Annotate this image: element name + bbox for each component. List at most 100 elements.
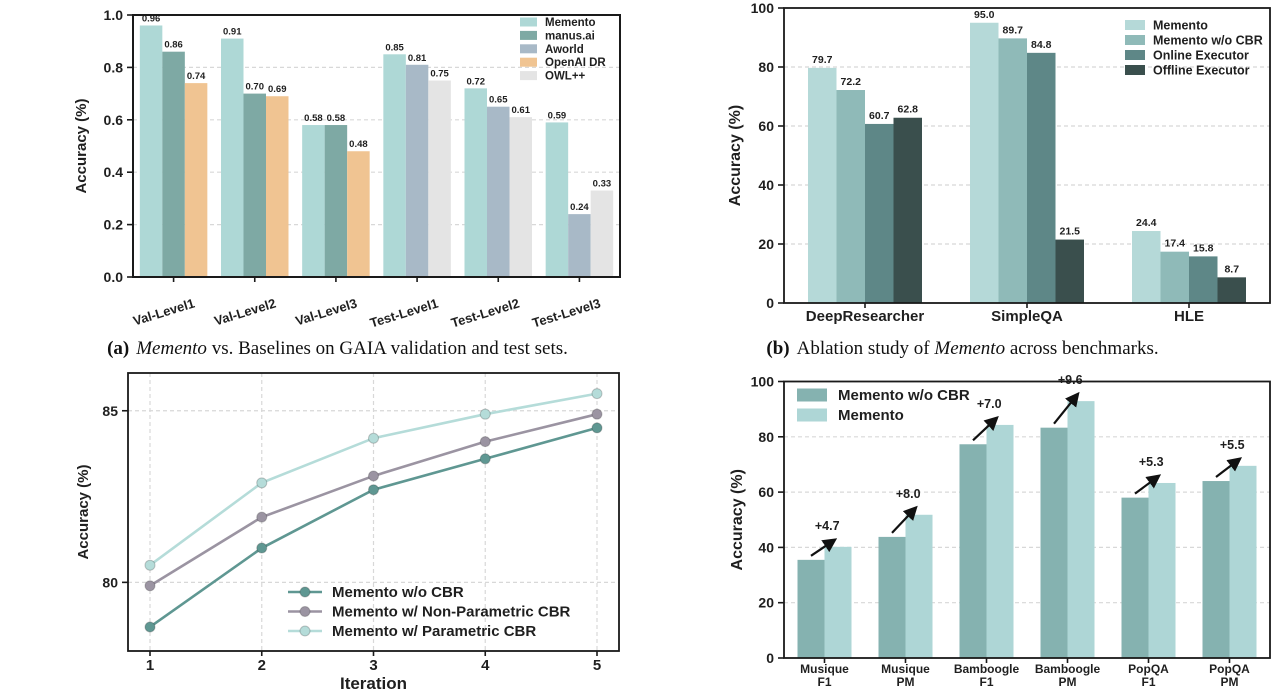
svg-text:F1: F1 xyxy=(979,675,993,689)
caption-b-pre: Ablation study of xyxy=(796,338,935,359)
svg-text:Val-Level1: Val-Level1 xyxy=(131,296,196,329)
svg-text:+9.6: +9.6 xyxy=(1058,373,1083,387)
svg-text:Memento: Memento xyxy=(545,17,595,29)
caption-a-tag: (a) xyxy=(107,338,130,359)
svg-text:85: 85 xyxy=(102,403,118,419)
svg-text:0.8: 0.8 xyxy=(104,59,124,75)
svg-text:0.70: 0.70 xyxy=(246,82,265,93)
svg-text:79.7: 79.7 xyxy=(812,54,833,66)
svg-text:0.96: 0.96 xyxy=(142,13,161,24)
svg-text:+8.0: +8.0 xyxy=(896,487,921,501)
panel-d: +4.7 Musique F1 +8.0 Musique PM +7.0 Bamboogle F… xyxy=(640,366,1280,694)
svg-text:0.59: 0.59 xyxy=(548,110,567,121)
svg-text:OpenAI DR: OpenAI DR xyxy=(545,57,606,69)
svg-text:0.2: 0.2 xyxy=(104,217,124,233)
svg-text:1: 1 xyxy=(146,657,154,674)
panel-b: 79.7 72.2 60.7 62.8 DeepResearcher 95.0 89.7 84… xyxy=(640,0,1280,332)
svg-text:60.7: 60.7 xyxy=(869,110,890,122)
svg-text:OWL++: OWL++ xyxy=(545,71,586,83)
svg-text:Iteration: Iteration xyxy=(340,674,407,693)
svg-text:60: 60 xyxy=(758,484,774,500)
svg-text:72.2: 72.2 xyxy=(841,76,862,88)
svg-text:Musique: Musique xyxy=(800,662,849,676)
svg-text:0.58: 0.58 xyxy=(327,113,346,124)
svg-text:F1: F1 xyxy=(1141,675,1155,689)
svg-text:100: 100 xyxy=(751,374,775,390)
svg-text:HLE: HLE xyxy=(1174,308,1204,325)
svg-text:0.48: 0.48 xyxy=(349,139,368,150)
svg-text:17.4: 17.4 xyxy=(1165,238,1186,250)
svg-text:24.4: 24.4 xyxy=(1136,217,1157,229)
svg-text:PM: PM xyxy=(1221,675,1239,689)
caption-a: (a) Memento vs. Baselines on GAIA validat… xyxy=(15,333,660,367)
caption-b-tag: (b) xyxy=(766,338,790,359)
svg-text:4: 4 xyxy=(481,657,490,674)
svg-text:0.6: 0.6 xyxy=(104,112,124,128)
caption-a-rest: vs. Baselines on GAIA validation and tes… xyxy=(206,338,568,359)
svg-text:Memento w/o CBR: Memento w/o CBR xyxy=(838,387,970,404)
svg-text:60: 60 xyxy=(758,118,774,134)
svg-text:Bamboogle: Bamboogle xyxy=(954,662,1020,676)
svg-text:0.86: 0.86 xyxy=(164,40,183,51)
svg-text:0.81: 0.81 xyxy=(408,53,427,64)
svg-text:Val-Level2: Val-Level2 xyxy=(212,296,277,329)
chart-gaia-baselines: 0.96 0.86 0.74 Val-Level1 0.91 0.70 0.69 Val-Le… xyxy=(73,7,621,331)
svg-text:1.0: 1.0 xyxy=(104,7,124,23)
svg-text:0.61: 0.61 xyxy=(512,105,531,116)
svg-text:Offline Executor: Offline Executor xyxy=(1153,64,1250,78)
svg-text:8.7: 8.7 xyxy=(1224,263,1239,275)
svg-text:Test-Level2: Test-Level2 xyxy=(449,296,521,331)
panel-a: 0.96 0.86 0.74 Val-Level1 0.91 0.70 0.69 Val-Le… xyxy=(0,0,640,332)
svg-text:84.8: 84.8 xyxy=(1031,39,1052,51)
svg-text:Bamboogle: Bamboogle xyxy=(1035,662,1101,676)
svg-text:Accuracy (%): Accuracy (%) xyxy=(727,105,744,206)
svg-text:40: 40 xyxy=(758,177,774,193)
svg-text:0.65: 0.65 xyxy=(489,95,508,106)
svg-text:0.33: 0.33 xyxy=(593,179,612,190)
caption-b-rest: across benchmarks. xyxy=(1005,338,1159,359)
svg-text:PM: PM xyxy=(1059,675,1077,689)
svg-text:0.69: 0.69 xyxy=(268,84,287,95)
chart-iteration-accuracy: 80 85 1 2 3 4 5 Iteration Accuracy (%) Memento w/… xyxy=(75,372,620,693)
svg-text:0.0: 0.0 xyxy=(104,269,124,285)
caption-a-italic: Memento xyxy=(136,338,207,359)
svg-text:0.74: 0.74 xyxy=(187,71,206,82)
svg-text:89.7: 89.7 xyxy=(1003,24,1024,36)
svg-text:manus.ai: manus.ai xyxy=(545,30,595,42)
caption-b: (b) Ablation study of Memento across benc… xyxy=(655,333,1270,367)
svg-text:PM: PM xyxy=(897,675,915,689)
svg-text:0.91: 0.91 xyxy=(223,27,242,38)
svg-text:100: 100 xyxy=(751,0,775,16)
svg-text:Val-Level3: Val-Level3 xyxy=(294,296,359,329)
svg-text:Musique: Musique xyxy=(881,662,930,676)
svg-text:62.8: 62.8 xyxy=(898,104,919,116)
svg-text:15.8: 15.8 xyxy=(1193,242,1214,254)
svg-text:0.24: 0.24 xyxy=(570,202,589,213)
svg-text:0: 0 xyxy=(766,650,774,666)
svg-text:40: 40 xyxy=(758,539,774,555)
svg-text:5: 5 xyxy=(593,657,601,674)
svg-text:SimpleQA: SimpleQA xyxy=(991,308,1063,325)
svg-text:Memento: Memento xyxy=(838,407,904,424)
svg-text:Memento w/o CBR: Memento w/o CBR xyxy=(1153,34,1263,48)
svg-text:3: 3 xyxy=(369,657,377,674)
svg-text:0.4: 0.4 xyxy=(104,164,124,180)
svg-text:F1: F1 xyxy=(817,675,831,689)
svg-text:Memento w/ Non-Parametric CBR: Memento w/ Non-Parametric CBR xyxy=(332,604,571,621)
svg-text:Accuracy (%): Accuracy (%) xyxy=(73,98,90,193)
svg-text:0: 0 xyxy=(766,295,774,311)
svg-text:Memento: Memento xyxy=(1153,19,1208,33)
svg-text:+7.0: +7.0 xyxy=(977,397,1002,411)
svg-text:0.85: 0.85 xyxy=(385,42,404,53)
svg-text:80: 80 xyxy=(102,574,118,590)
svg-text:0.58: 0.58 xyxy=(304,113,323,124)
svg-text:80: 80 xyxy=(758,59,774,75)
svg-text:DeepResearcher: DeepResearcher xyxy=(806,308,925,325)
svg-text:2: 2 xyxy=(258,657,266,674)
svg-text:Memento w/o CBR: Memento w/o CBR xyxy=(332,584,464,601)
chart-cbr-improvement: +4.7MusiqueF1+8.0MusiquePM+7.0BamboogleF… xyxy=(729,373,1271,689)
svg-text:+5.3: +5.3 xyxy=(1139,455,1164,469)
svg-text:Accuracy (%): Accuracy (%) xyxy=(729,469,746,570)
svg-text:Test-Level3: Test-Level3 xyxy=(530,296,602,331)
